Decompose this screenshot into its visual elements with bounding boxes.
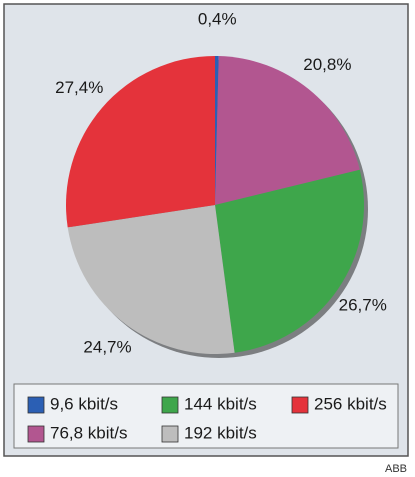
legend-swatch	[161, 425, 179, 443]
slice-label: 20,8%	[303, 55, 351, 74]
credit: ABB	[385, 463, 407, 475]
legend-swatch	[27, 425, 45, 443]
slice-label: 0,4%	[198, 9, 237, 28]
legend-label: 9,6 kbit/s	[50, 394, 118, 413]
legend-label: 76,8 kbit/s	[50, 423, 128, 442]
slice-label: 26,7%	[339, 296, 387, 315]
legend-swatch	[291, 396, 309, 414]
legend-swatch	[161, 396, 179, 414]
legend-label: 192 kbit/s	[184, 423, 257, 442]
slice-label: 27,4%	[55, 78, 103, 97]
legend-swatch	[27, 396, 45, 414]
legend-label: 256 kbit/s	[314, 394, 387, 413]
pie-slice	[65, 56, 215, 228]
pie-slice	[215, 56, 360, 205]
pie-slice	[215, 169, 364, 353]
legend-box	[13, 383, 399, 449]
pie-slice	[215, 56, 219, 205]
pie-slice	[67, 205, 235, 354]
slice-label: 24,7%	[83, 338, 131, 357]
legend-label: 144 kbit/s	[184, 394, 257, 413]
